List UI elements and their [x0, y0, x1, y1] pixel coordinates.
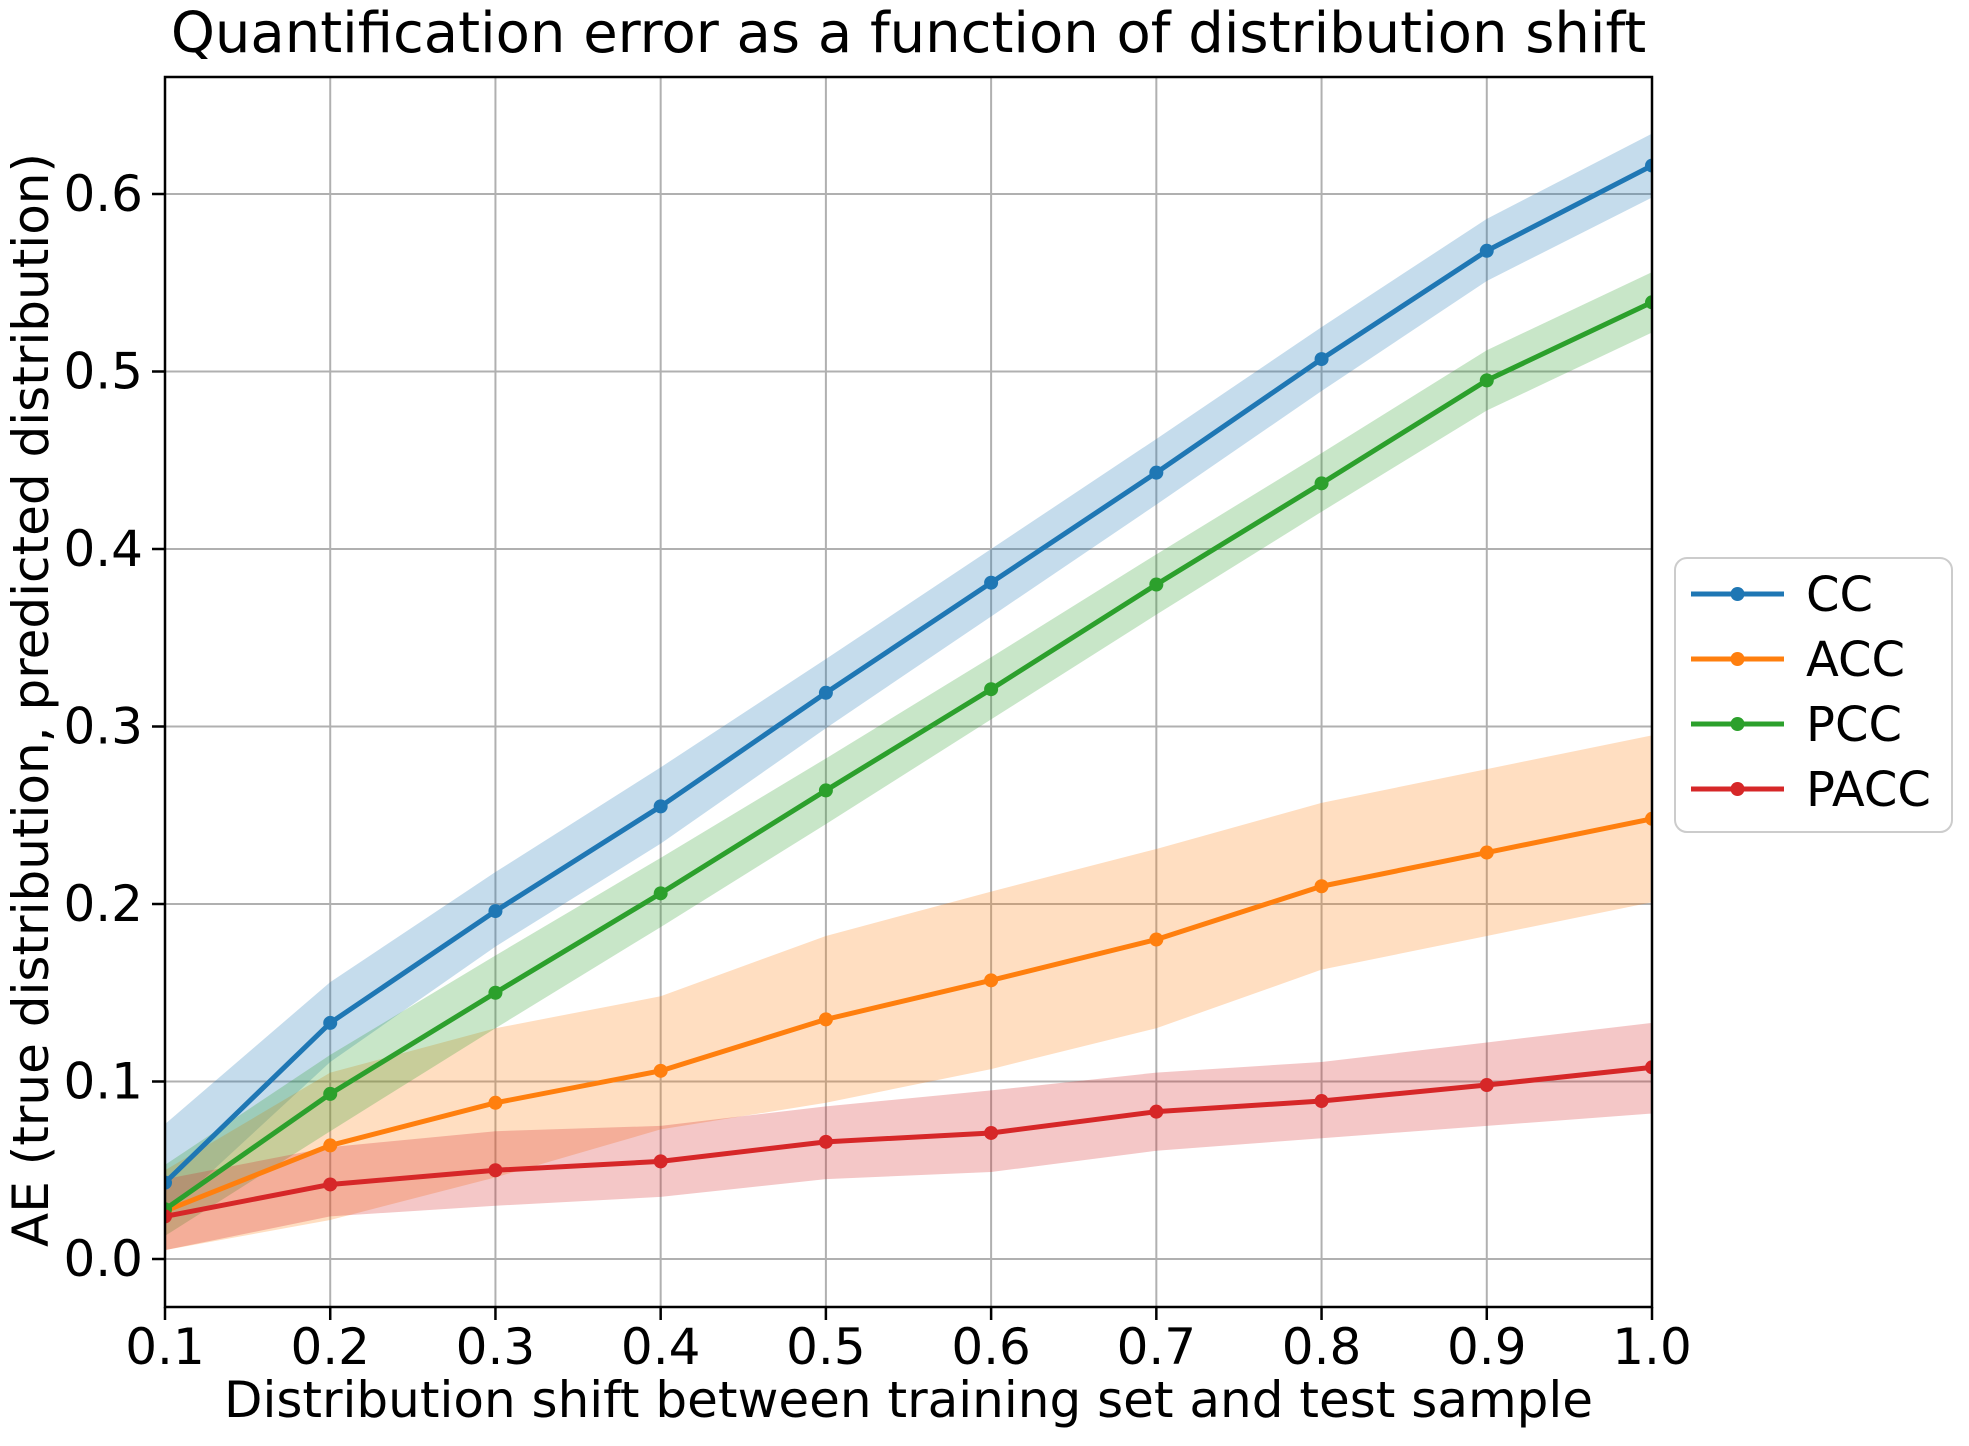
pcc-confidence-band: [165, 272, 1652, 1236]
cc-marker: [1149, 465, 1164, 480]
pacc-marker: [1314, 1094, 1329, 1109]
x-tick-label: 0.2: [290, 1318, 370, 1376]
pcc-marker: [1149, 577, 1164, 592]
x-axis-label: Distribution shift between training set …: [224, 1371, 1593, 1429]
y-tick-label: 0.1: [63, 1053, 143, 1111]
legend-label-cc: CC: [1806, 567, 1873, 623]
cc-marker: [323, 1015, 338, 1030]
pacc-marker: [1149, 1104, 1164, 1119]
legend-marker-pcc: [1730, 717, 1745, 731]
acc-marker: [818, 1012, 833, 1027]
cc-marker: [1645, 158, 1652, 173]
y-tick-label: 0.3: [63, 698, 143, 756]
pcc-marker: [323, 1086, 338, 1101]
pacc-marker: [1645, 1060, 1652, 1075]
pacc-marker: [818, 1134, 833, 1149]
y-tick-label: 0.5: [63, 343, 143, 401]
acc-marker: [488, 1095, 503, 1110]
acc-marker: [1314, 879, 1329, 894]
pcc-marker: [1314, 476, 1329, 491]
cc-marker: [1314, 352, 1329, 367]
series-lines: [165, 158, 1652, 1224]
pacc-marker: [984, 1125, 999, 1140]
pacc-line: [165, 1064, 1652, 1219]
legend: CC ACC PCC PACC: [1674, 557, 1953, 833]
acc-marker: [323, 1138, 338, 1153]
pacc-marker: [1479, 1078, 1494, 1093]
cc-marker: [165, 1175, 172, 1190]
cc-marker: [488, 904, 503, 919]
cc-marker: [1479, 243, 1494, 258]
y-tick-label: 0.2: [63, 875, 143, 933]
plot-border: [163, 75, 1654, 1309]
x-tick-label: 0.3: [456, 1318, 536, 1376]
legend-marker-acc: [1730, 652, 1745, 666]
confidence-bands: [165, 133, 1652, 1251]
acc-confidence-band: [165, 735, 1652, 1251]
legend-label-pacc: PACC: [1806, 762, 1931, 818]
cc-marker: [653, 799, 668, 814]
x-tick-label: 0.1: [125, 1318, 205, 1376]
chart-title: Quantification error as a function of di…: [171, 1, 1646, 66]
pcc-marker: [818, 783, 833, 798]
x-tick-label: 0.9: [1447, 1318, 1527, 1376]
y-tick-label: 0.0: [63, 1230, 143, 1288]
x-tick-label: 0.4: [621, 1318, 701, 1376]
cc-confidence-band: [165, 133, 1652, 1215]
legend-label-pcc: PCC: [1806, 697, 1902, 753]
y-tick-label: 0.4: [63, 520, 143, 578]
y-tick-label: 0.6: [63, 165, 143, 223]
pcc-marker: [1645, 295, 1652, 310]
acc-line: [165, 816, 1652, 1214]
acc-marker: [1149, 932, 1164, 947]
pcc-marker: [1479, 373, 1494, 388]
x-axis-ticks: 0.1 0.2 0.3 0.4 0.5 0.6 0.7 0.8 0.9 1.0: [125, 1307, 1692, 1376]
legend-marker-pacc: [1730, 782, 1745, 796]
x-tick-label: 0.7: [1117, 1318, 1197, 1376]
acc-marker: [984, 973, 999, 988]
y-axis-label: AE (true distribution, predicted distrib…: [2, 153, 60, 1247]
legend-marker-cc: [1730, 587, 1745, 601]
pcc-marker: [984, 682, 999, 697]
legend-box: [1674, 557, 1953, 833]
acc-marker: [1479, 845, 1494, 860]
acc-marker: [653, 1063, 668, 1078]
cc-marker: [818, 685, 833, 700]
pcc-marker: [653, 886, 668, 901]
x-tick-label: 1.0: [1612, 1318, 1692, 1376]
x-tick-label: 0.6: [951, 1318, 1031, 1376]
y-axis-ticks: 0.0 0.1 0.2 0.3 0.4 0.5 0.6: [63, 165, 165, 1288]
pacc-marker: [323, 1177, 338, 1192]
pcc-marker: [488, 985, 503, 1000]
x-tick-label: 0.8: [1282, 1318, 1362, 1376]
pacc-marker: [653, 1154, 668, 1169]
cc-line: [165, 163, 1652, 1185]
pacc-marker: [488, 1163, 503, 1178]
acc-marker: [1645, 811, 1652, 826]
cc-marker: [984, 575, 999, 590]
pacc-marker: [165, 1209, 172, 1224]
legend-label-acc: ACC: [1806, 632, 1905, 688]
x-tick-label: 0.5: [786, 1318, 866, 1376]
pcc-line: [165, 300, 1652, 1212]
